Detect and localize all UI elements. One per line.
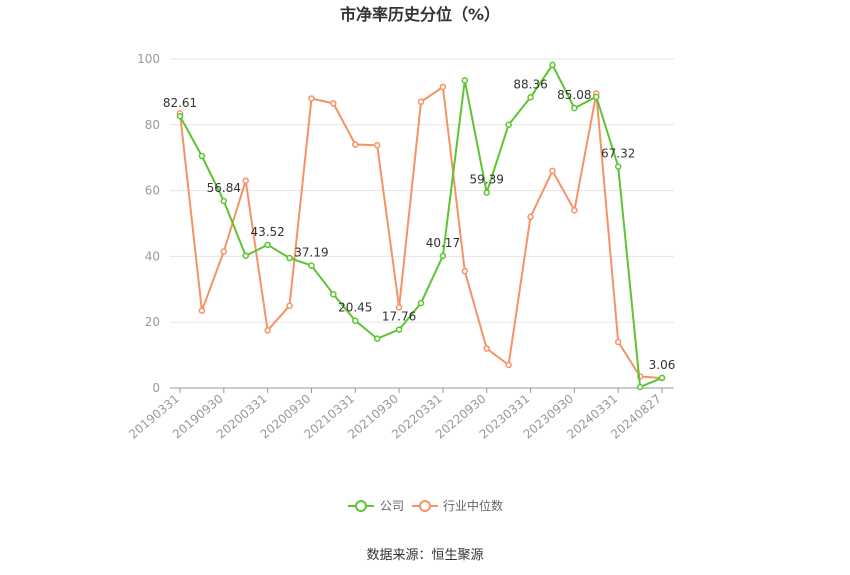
data-label: 56.84 [207,181,241,195]
legend: 公司 行业中位数 [348,498,503,513]
data-point-industry [527,213,534,221]
data-point-company [352,317,359,324]
data-point-company [308,262,315,269]
data-point-company [417,299,425,307]
data-point-industry [330,100,337,107]
legend-marker-industry [419,500,431,512]
legend-item-industry[interactable]: 行业中位数 [412,498,503,513]
data-point-industry [614,338,622,346]
legend-item-company[interactable]: 公司 [348,499,404,513]
data-point-industry [264,327,271,334]
data-point-company [198,152,206,160]
data-label: 20.45 [338,301,372,315]
data-point-industry [286,302,293,309]
data-label: 3.06 [649,358,676,372]
data-label: 85.08 [557,88,591,102]
data-label: 67.32 [601,147,635,161]
y-axis: 0 20 40 60 80 100 [137,52,160,395]
data-point-company [242,252,249,259]
data-point-industry [395,304,403,311]
data-point-company [330,290,337,298]
data-point-company [286,254,293,262]
data-point-company [439,252,447,260]
data-point-industry [198,307,206,314]
data-labels: 82.61 56.84 43.52 37.19 20.45 17.76 40.17 59.39… [163,77,676,372]
data-point-company [658,374,666,382]
data-point-company [505,121,512,129]
data-point-company [549,61,556,69]
data-label: 37.19 [294,246,328,260]
data-point-industry [461,267,469,275]
data-point-company [461,77,469,84]
source-note: 数据来源：恒生聚源 [366,548,483,563]
data-point-company [636,383,644,391]
data-point-company [571,104,578,112]
data-point-industry [242,177,249,184]
data-point-company [483,189,490,196]
data-point-company [614,163,622,170]
data-point-industry [439,83,447,91]
data-point-industry [483,345,490,352]
legend-label-company: 公司 [380,499,404,513]
data-point-industry [308,95,315,102]
legend-label-industry: 行业中位数 [443,498,503,513]
y-tick-label: 0 [152,381,160,395]
data-point-company [264,241,271,249]
y-tick-label: 60 [145,184,160,198]
data-label: 82.61 [163,96,197,110]
chart-title: 市净率历史分位（%） [340,5,500,24]
data-point-company [527,94,534,101]
data-point-industry [352,141,359,148]
data-point-industry [373,141,381,149]
x-axis: 2019033120190930202003312020093020210331… [126,387,674,442]
data-point-industry [571,207,578,214]
data-label: 17.76 [382,310,416,324]
data-point-company [220,197,228,205]
data-label: 88.36 [513,77,547,91]
y-tick-label: 40 [145,249,160,263]
series-layer [176,61,666,391]
data-point-industry [549,167,556,175]
data-point-industry [505,361,512,369]
data-point-company [395,326,403,333]
data-label: 43.52 [250,225,284,239]
y-tick-label: 20 [145,315,160,329]
y-tick-label: 80 [145,118,160,132]
data-point-company [593,93,600,101]
data-point-company [176,112,184,120]
legend-marker-company [355,500,367,512]
y-tick-label: 100 [137,52,160,66]
data-point-company [373,335,381,342]
data-point-industry [220,248,228,255]
data-label: 40.17 [426,236,460,250]
data-label: 59.39 [470,173,504,187]
data-point-industry [417,98,425,106]
